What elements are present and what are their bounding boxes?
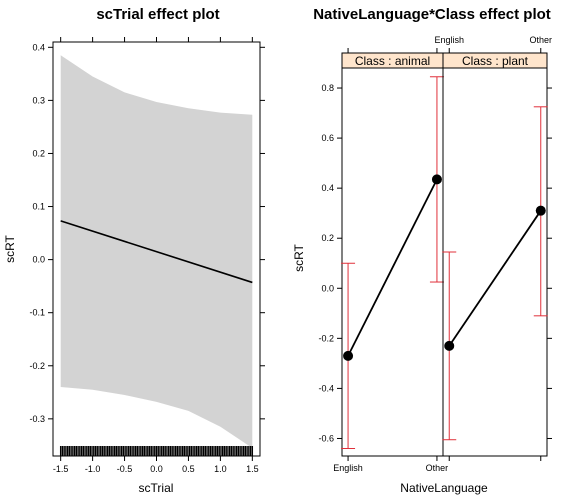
x-tick-label: -1.5 [53, 464, 69, 474]
fit-line [60, 220, 253, 284]
facet-panel: Class : animal [341, 52, 444, 457]
y-tick-label: 0.0 [32, 255, 45, 265]
data-point [343, 350, 354, 361]
y-tick-label: -0.2 [318, 333, 334, 343]
y-tick-label: -0.1 [29, 308, 45, 318]
strip-label: Class : animal [355, 54, 430, 68]
x-tick-label: Other [426, 463, 449, 473]
x-tick-label: 0.5 [182, 464, 195, 474]
x-tick-label: 1.5 [246, 464, 259, 474]
data-point [431, 174, 442, 185]
data-point [444, 340, 455, 351]
y-tick-label: -0.2 [29, 361, 45, 371]
y-tick-label: 0.2 [321, 233, 334, 243]
y-tick-label: 0.4 [32, 42, 45, 52]
facet-panels: Class : animal Class : plant [341, 52, 548, 457]
y-tick-label: 0.3 [32, 95, 45, 105]
facet-panel: Class : plant [442, 52, 548, 457]
x-tick-label: -1.0 [85, 464, 101, 474]
data-point [535, 205, 546, 216]
panel-frame [442, 67, 548, 457]
y-tick-label: 0.0 [321, 283, 334, 293]
y-tick-label: -0.3 [29, 414, 45, 424]
left-chart-title: scTrial effect plot [96, 6, 219, 23]
y-tick-label: 0.8 [321, 83, 334, 93]
right-x-axis-label: NativeLanguage [400, 481, 488, 495]
x-tick-label: English [333, 463, 363, 473]
left-x-axis: -1.5 -1.0 -0.5 0.0 0.5 1.0 1.5 [53, 37, 259, 474]
y-tick-label: -0.4 [318, 383, 334, 393]
x-tick-label: 1.0 [214, 464, 227, 474]
series-line [448, 210, 542, 347]
y-tick-label: 0.1 [32, 202, 45, 212]
series-line [347, 178, 438, 357]
x-tick-label: 0.0 [150, 464, 163, 474]
right-y-axis: -0.6 -0.4 -0.2 0.0 0.2 0.4 0.6 0.8 [318, 83, 552, 443]
left-y-axis-label: scRT [3, 234, 17, 262]
x-tick-label: -0.5 [117, 464, 133, 474]
sctrial-effect-chart: scTrial effect plot -0.3 -0.2 -0.1 0.0 0.1 0.… [3, 6, 265, 495]
x-tick-label: English [434, 35, 464, 45]
y-tick-label: 0.4 [321, 183, 334, 193]
fit-line-layer [60, 220, 253, 284]
y-tick-label: -0.6 [318, 433, 334, 443]
y-tick-label: 0.6 [321, 133, 334, 143]
left-y-axis: -0.3 -0.2 -0.1 0.0 0.1 0.2 0.3 0.4 [29, 42, 265, 424]
right-chart-title: NativeLanguage*Class effect plot [313, 6, 551, 23]
right-x-axis: English Other English Other [333, 35, 552, 473]
left-x-axis-label: scTrial [139, 481, 174, 495]
panel-frame [341, 67, 444, 457]
y-tick-label: 0.2 [32, 148, 45, 158]
rug-layer [59, 446, 254, 456]
right-y-axis-label: scRT [292, 243, 306, 271]
strip-label: Class : plant [462, 54, 529, 68]
nativelanguage-class-effect-chart: NativeLanguage*Class effect plot Class :… [292, 6, 552, 495]
x-tick-label: Other [530, 35, 553, 45]
